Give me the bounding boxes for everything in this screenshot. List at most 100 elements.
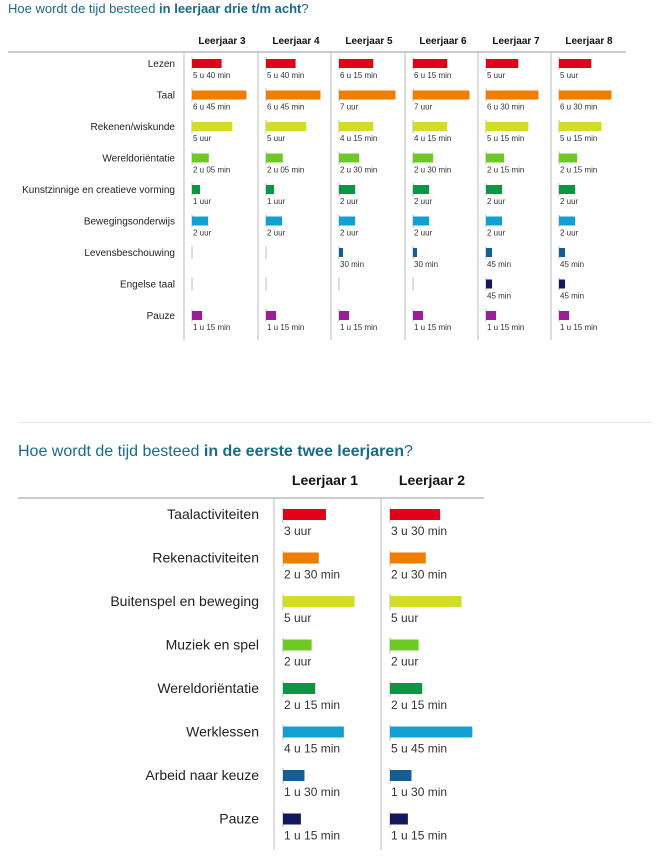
value-label: 6 u 15 min bbox=[340, 71, 377, 80]
column-header-leerjaar-4: Leerjaar 4 bbox=[272, 36, 320, 47]
bar-kunstzinnige-en-creatieve-vorming-leerjaar-5 bbox=[339, 185, 356, 194]
value-label: 5 u 45 min bbox=[391, 742, 447, 756]
value-label: 7 uur bbox=[414, 103, 433, 112]
column-header-leerjaar-5: Leerjaar 5 bbox=[345, 36, 393, 47]
chart2-svg: Leerjaar 1 Leerjaar 2 Taalactiviteiten 3 uu… bbox=[18, 472, 484, 850]
value-label: 4 u 15 min bbox=[284, 742, 340, 756]
value-label: 3 uur bbox=[284, 524, 311, 538]
value-label: 2 u 15 min bbox=[487, 166, 524, 175]
row-label-pauze: Pauze bbox=[219, 811, 259, 827]
chart2-title: Hoe wordt de tijd besteed in de eerste t… bbox=[18, 443, 413, 461]
column-header-leerjaar-2: Leerjaar 2 bbox=[399, 472, 465, 488]
value-label: 5 u 15 min bbox=[560, 134, 597, 143]
value-label: 5 u 40 min bbox=[193, 71, 230, 80]
value-label: 6 u 45 min bbox=[193, 103, 230, 112]
value-label: 6 u 30 min bbox=[487, 103, 524, 112]
value-label: 5 uur bbox=[560, 71, 579, 80]
chart2-title-bold: in de eerste twee leerjaren bbox=[203, 443, 404, 460]
bar-wereldorientatie-leerjaar-1 bbox=[283, 683, 316, 694]
value-label: 2 u 05 min bbox=[267, 166, 304, 175]
value-label: 1 u 15 min bbox=[193, 323, 230, 332]
column-header-leerjaar-6: Leerjaar 6 bbox=[419, 36, 467, 47]
value-label: 1 uur bbox=[193, 197, 212, 206]
value-label: 7 uur bbox=[340, 103, 359, 112]
value-label: 45 min bbox=[560, 292, 584, 301]
value-label: 1 u 15 min bbox=[560, 323, 597, 332]
value-label: 2 uur bbox=[487, 197, 506, 206]
bar-bewegingsonderwijs-leerjaar-5 bbox=[339, 216, 356, 226]
row-label-rekenactiviteiten: Rekenactiviteiten bbox=[152, 550, 259, 566]
row-label-wereldorientatie: Wereldoriëntatie bbox=[102, 154, 175, 165]
value-label: 2 uur bbox=[560, 229, 579, 238]
bar-kunstzinnige-en-creatieve-vorming-leerjaar-7 bbox=[486, 185, 503, 194]
row-label-kunstzinnige-en-creatieve-vorming: Kunstzinnige en creatieve vorming bbox=[22, 185, 175, 196]
bar-lezen-leerjaar-4 bbox=[266, 59, 296, 68]
bar-lezen-leerjaar-7 bbox=[486, 59, 519, 68]
value-label: 5 u 40 min bbox=[267, 71, 304, 80]
bar-pauze-leerjaar-5 bbox=[339, 311, 350, 320]
bar-arbeid-naar-keuze-leerjaar-1 bbox=[283, 770, 305, 781]
value-label: 5 uur bbox=[391, 611, 418, 625]
value-label: 2 u 30 min bbox=[284, 568, 340, 582]
section-divider bbox=[18, 422, 652, 423]
bar-rekenen-wiskunde-leerjaar-7 bbox=[486, 122, 529, 131]
row-label-taalactiviteiten: Taalactiviteiten bbox=[167, 506, 259, 522]
bar-bewegingsonderwijs-leerjaar-3 bbox=[192, 216, 209, 226]
bar-bewegingsonderwijs-leerjaar-7 bbox=[486, 216, 503, 226]
value-label: 6 u 45 min bbox=[267, 103, 304, 112]
value-label: 2 uur bbox=[414, 229, 433, 238]
value-label: 3 u 30 min bbox=[391, 524, 447, 538]
bar-rekenactiviteiten-leerjaar-2 bbox=[390, 552, 426, 564]
bar-engelse-taal-leerjaar-8 bbox=[559, 279, 566, 289]
bar-arbeid-naar-keuze-leerjaar-2 bbox=[390, 770, 412, 781]
column-header-leerjaar-1: Leerjaar 1 bbox=[292, 472, 358, 488]
value-label: 1 uur bbox=[267, 197, 286, 206]
value-label: 2 u 05 min bbox=[193, 166, 230, 175]
bar-pauze-leerjaar-6 bbox=[413, 311, 424, 320]
bar-taalactiviteiten-leerjaar-1 bbox=[283, 509, 326, 520]
row-label-rekenen-wiskunde: Rekenen/wiskunde bbox=[91, 122, 176, 133]
row-label-bewegingsonderwijs: Bewegingsonderwijs bbox=[84, 217, 175, 228]
value-label: 2 uur bbox=[391, 655, 418, 669]
bar-taal-leerjaar-6 bbox=[413, 90, 470, 100]
value-label: 4 u 15 min bbox=[414, 134, 451, 143]
column-header-leerjaar-3: Leerjaar 3 bbox=[198, 36, 246, 47]
value-label: 2 u 30 min bbox=[391, 568, 447, 582]
chart1-title: Hoe wordt de tijd besteed in leerjaar dr… bbox=[8, 1, 309, 16]
value-label: 4 u 15 min bbox=[340, 134, 377, 143]
value-label: 5 uur bbox=[487, 71, 506, 80]
value-label: 5 uur bbox=[193, 134, 212, 143]
value-label: 45 min bbox=[487, 292, 511, 301]
bar-kunstzinnige-en-creatieve-vorming-leerjaar-3 bbox=[192, 185, 201, 194]
bar-muziek-en-spel-leerjaar-1 bbox=[283, 639, 312, 651]
bar-wereldorientatie-leerjaar-6 bbox=[413, 153, 434, 163]
value-label: 2 uur bbox=[560, 197, 579, 206]
row-label-lezen: Lezen bbox=[148, 59, 175, 70]
bar-wereldorientatie-leerjaar-4 bbox=[266, 153, 283, 163]
value-label: 45 min bbox=[560, 260, 584, 269]
value-label: 2 u 15 min bbox=[560, 166, 597, 175]
row-label-wereldorientatie: Wereldoriëntatie bbox=[157, 680, 259, 696]
bar-buitenspel-en-beweging-leerjaar-2 bbox=[390, 596, 462, 607]
value-label: 5 u 15 min bbox=[487, 134, 524, 143]
chart1-title-prefix: Hoe wordt de tijd besteed bbox=[8, 1, 160, 16]
value-label: 1 u 15 min bbox=[267, 323, 304, 332]
value-label: 1 u 15 min bbox=[284, 829, 340, 843]
bar-engelse-taal-leerjaar-7 bbox=[486, 279, 493, 289]
row-label-buitenspel-en-beweging: Buitenspel en beweging bbox=[110, 593, 259, 609]
column-header-leerjaar-8: Leerjaar 8 bbox=[565, 36, 613, 47]
bar-werklessen-leerjaar-1 bbox=[283, 726, 344, 738]
chart2-title-suffix: ? bbox=[404, 443, 413, 460]
bar-lezen-leerjaar-5 bbox=[339, 59, 374, 68]
value-label: 2 uur bbox=[284, 655, 311, 669]
value-label: 2 u 15 min bbox=[284, 698, 340, 712]
value-label: 2 uur bbox=[193, 229, 212, 238]
value-label: 2 u 15 min bbox=[391, 698, 447, 712]
bar-kunstzinnige-en-creatieve-vorming-leerjaar-8 bbox=[559, 185, 576, 194]
chart1-title-bold: in leerjaar drie t/m acht bbox=[159, 1, 302, 16]
row-label-pauze: Pauze bbox=[147, 311, 176, 322]
value-label: 1 u 30 min bbox=[284, 785, 340, 799]
bar-taal-leerjaar-5 bbox=[339, 90, 396, 100]
row-label-muziek-en-spel: Muziek en spel bbox=[166, 637, 259, 653]
bar-rekenactiviteiten-leerjaar-1 bbox=[283, 552, 319, 564]
